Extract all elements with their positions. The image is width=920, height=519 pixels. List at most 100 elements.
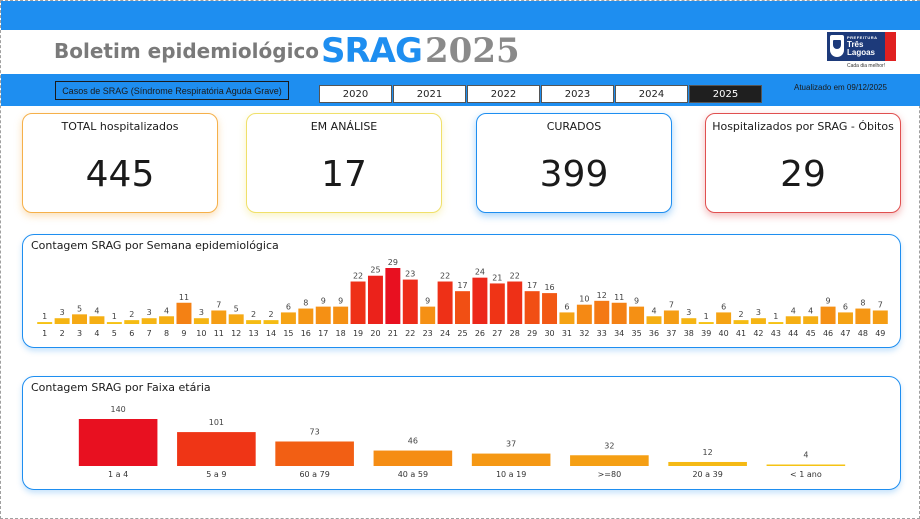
weekly-tick-label: 3 xyxy=(77,329,82,338)
weekly-bar xyxy=(542,293,558,324)
weekly-bar xyxy=(803,316,819,324)
page-title: Boletim epidemiológico xyxy=(54,39,320,63)
weekly-tick-label: 44 xyxy=(788,329,798,338)
logo-box: PREFEITURA Três Lagoas xyxy=(827,32,885,61)
weekly-data-label: 9 xyxy=(338,297,343,306)
updated-date: Atualizado em 09/12/2025 xyxy=(794,83,887,92)
weekly-data-label: 3 xyxy=(199,308,204,317)
weekly-tick-label: 46 xyxy=(823,329,833,338)
weekly-tick-label: 10 xyxy=(196,329,206,338)
weekly-data-label: 7 xyxy=(216,300,221,309)
weekly-data-label: 4 xyxy=(651,306,656,315)
weekly-bar xyxy=(315,306,331,324)
age-bar xyxy=(275,441,354,466)
age-bar xyxy=(471,453,551,466)
weekly-data-label: 8 xyxy=(303,299,308,308)
weekly-bar xyxy=(681,318,697,324)
weekly-chart-panel: Contagem SRAG por Semana epidemiológica … xyxy=(22,234,901,348)
weekly-data-label: 2 xyxy=(738,310,743,319)
weekly-tick-label: 40 xyxy=(719,329,729,338)
weekly-bar xyxy=(385,268,401,324)
weekly-data-label: 4 xyxy=(808,306,813,315)
weekly-data-label: 4 xyxy=(94,306,99,315)
weekly-data-label: 16 xyxy=(544,283,554,292)
weekly-tick-label: 39 xyxy=(701,329,711,338)
weekly-bar xyxy=(72,314,88,324)
weekly-tick-label: 35 xyxy=(631,329,641,338)
age-tick-label: 1 a 4 xyxy=(108,470,128,479)
year-button-2021[interactable]: 2021 xyxy=(393,85,466,103)
weekly-data-label: 29 xyxy=(388,258,398,267)
weekly-tick-label: 33 xyxy=(597,329,607,338)
weekly-tick-label: 1 xyxy=(42,329,47,338)
weekly-bar xyxy=(420,306,436,324)
age-chart: 140 1 a 4 101 5 a 9 73 60 a 79 46 40 a 59 37 10 a… xyxy=(78,405,846,479)
weekly-data-label: 9 xyxy=(826,297,831,306)
weekly-bar xyxy=(663,310,679,324)
kpi-value: 17 xyxy=(321,154,367,195)
weekly-bar xyxy=(785,316,801,324)
kpi-in-analysis: EM ANÁLISE 17 xyxy=(246,113,442,213)
weekly-bar xyxy=(820,306,836,324)
weekly-tick-label: 23 xyxy=(423,329,433,338)
weekly-bar xyxy=(333,306,349,324)
age-bar xyxy=(766,464,846,466)
weekly-tick-label: 18 xyxy=(336,329,346,338)
year-button-2022[interactable]: 2022 xyxy=(467,85,540,103)
weekly-tick-label: 13 xyxy=(249,329,259,338)
weekly-bar xyxy=(629,306,645,324)
kpi-value: 445 xyxy=(85,154,155,195)
weekly-bar xyxy=(211,310,227,324)
weekly-bar xyxy=(837,312,853,324)
logo-prefeitura: PREFEITURA xyxy=(847,35,878,40)
top-bar xyxy=(1,1,920,30)
weekly-tick-label: 31 xyxy=(562,329,572,338)
weekly-tick-label: 21 xyxy=(388,329,398,338)
weekly-tick-label: 16 xyxy=(301,329,311,338)
weekly-bar xyxy=(855,308,871,324)
weekly-bar xyxy=(437,281,453,324)
weekly-data-label: 6 xyxy=(721,302,726,311)
weekly-data-label: 7 xyxy=(878,300,883,309)
year-button-2024[interactable]: 2024 xyxy=(615,85,688,103)
weekly-bar xyxy=(106,322,122,324)
weekly-tick-label: 15 xyxy=(283,329,293,338)
weekly-bar xyxy=(37,322,53,324)
weekly-tick-label: 2 xyxy=(60,329,65,338)
weekly-bar xyxy=(698,322,714,324)
weekly-bar xyxy=(367,275,383,324)
weekly-bar xyxy=(141,318,157,324)
filter-bar: Casos de SRAG (Síndrome Respiratória Agu… xyxy=(1,74,920,106)
weekly-tick-label: 20 xyxy=(370,329,380,338)
weekly-tick-label: 49 xyxy=(875,329,885,338)
weekly-bar xyxy=(176,302,192,324)
year-button-2025[interactable]: 2025 xyxy=(689,85,762,103)
weekly-tick-label: 7 xyxy=(147,329,152,338)
weekly-data-label: 10 xyxy=(579,295,589,304)
weekly-tick-label: 45 xyxy=(806,329,816,338)
weekly-data-label: 6 xyxy=(564,302,569,311)
age-tick-label: 40 a 59 xyxy=(398,470,428,479)
weekly-bar xyxy=(402,279,418,324)
weekly-bar xyxy=(246,320,262,324)
weekly-data-label: 11 xyxy=(614,293,624,302)
weekly-data-label: 2 xyxy=(129,310,134,319)
age-data-label: 101 xyxy=(209,418,224,427)
weekly-data-label: 9 xyxy=(634,297,639,306)
year-button-2020[interactable]: 2020 xyxy=(319,85,392,103)
weekly-data-label: 22 xyxy=(440,272,450,281)
weekly-tick-label: 12 xyxy=(231,329,241,338)
age-data-label: 12 xyxy=(703,448,713,457)
weekly-data-label: 12 xyxy=(597,291,607,300)
age-tick-label: < 1 ano xyxy=(790,470,822,479)
weekly-tick-label: 11 xyxy=(214,329,224,338)
weekly-tick-label: 38 xyxy=(684,329,694,338)
weekly-data-label: 21 xyxy=(492,273,502,282)
weekly-data-label: 3 xyxy=(756,308,761,317)
weekly-tick-label: 30 xyxy=(544,329,554,338)
weekly-tick-label: 6 xyxy=(129,329,134,338)
year-button-2023[interactable]: 2023 xyxy=(541,85,614,103)
age-data-label: 32 xyxy=(604,441,614,450)
